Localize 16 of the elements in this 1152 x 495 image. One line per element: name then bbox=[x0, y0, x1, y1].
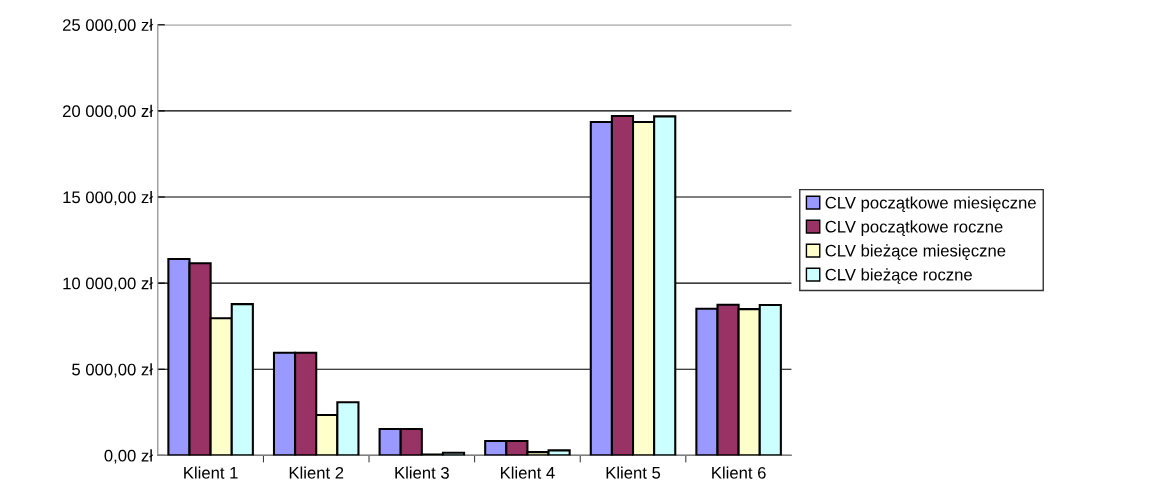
x-tick-label: Klient 3 bbox=[395, 466, 449, 479]
y-tick-label: 20 000,00 zł bbox=[63, 104, 153, 120]
x-tick-label: Klient 2 bbox=[289, 466, 344, 479]
legend-label: CLV początkowe miesięczne bbox=[825, 196, 1036, 212]
y-tick-label: 25 000,00 zł bbox=[63, 18, 153, 33]
x-tick-label: Klient 4 bbox=[501, 466, 555, 479]
y-tick-label: 5 000,00 zł bbox=[72, 363, 153, 378]
y-tick-label: 10 000,00 zł bbox=[63, 277, 153, 292]
legend-label: CLV bieżące miesięczne bbox=[825, 244, 1006, 260]
y-tick-label: 0,00 zł bbox=[104, 449, 153, 464]
legend-label: CLV bieżące roczne bbox=[825, 268, 972, 284]
x-tick-label: Klient 1 bbox=[184, 466, 238, 479]
x-tick-label: Klient 5 bbox=[606, 466, 661, 479]
x-tick-label: Klient 6 bbox=[712, 466, 766, 479]
y-tick-label: 15 000,00 zł bbox=[63, 190, 153, 206]
legend-label: CLV początkowe roczne bbox=[825, 220, 1003, 236]
